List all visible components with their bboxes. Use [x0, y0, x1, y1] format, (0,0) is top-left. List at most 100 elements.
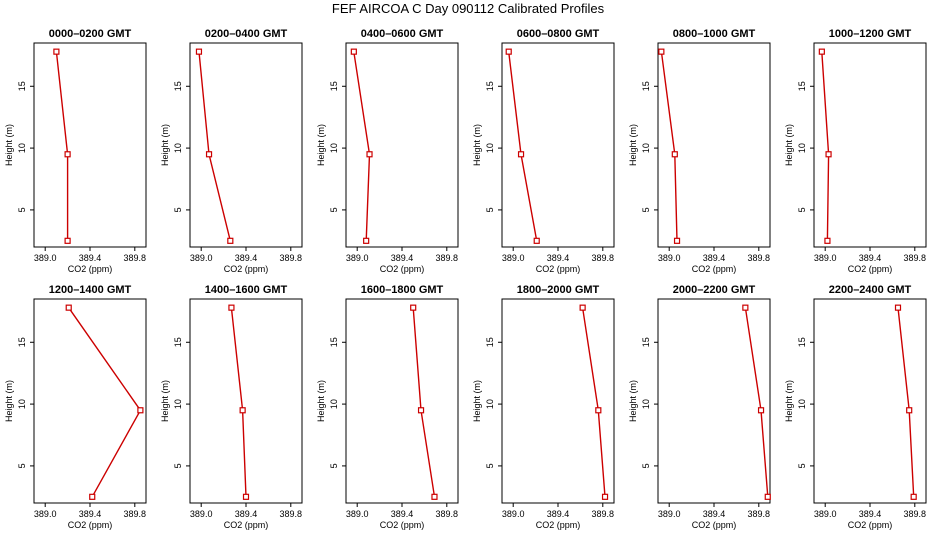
y-tick-label: 15 [173, 337, 183, 347]
data-point [242, 493, 250, 500]
x-tick-label: 389.8 [436, 509, 459, 519]
profile-line [55, 51, 69, 241]
x-tick-label: 389.4 [703, 509, 726, 519]
data-point [239, 407, 246, 414]
panel-title: 2200–2400 GMT [829, 284, 912, 296]
data-point [533, 237, 540, 244]
y-tick-label: 15 [17, 81, 27, 91]
y-tick-label: 5 [797, 463, 807, 468]
data-point [671, 151, 678, 158]
panel-title: 1800–2000 GMT [517, 284, 600, 296]
x-tick-label: 389.8 [592, 509, 615, 519]
x-axis-label: CO2 (ppm) [224, 264, 269, 274]
y-axis-label: Height (m) [628, 124, 638, 166]
data-point [89, 493, 96, 500]
y-axis-label: Height (m) [784, 124, 794, 166]
y-tick-label: 10 [485, 399, 495, 409]
profile-line [897, 307, 915, 497]
data-point [894, 304, 902, 311]
y-tick-label: 5 [641, 207, 651, 212]
panel-11: 2000–2200 GMT 389.0 389.4 389.8 5 10 15 CO2 (pp… [628, 284, 771, 530]
profile-line [744, 307, 769, 497]
data-point [658, 48, 665, 55]
y-tick-label: 5 [485, 207, 495, 212]
panel-title: 2000–2200 GMT [673, 284, 756, 296]
x-axis-label: CO2 (ppm) [692, 520, 737, 530]
x-tick-label: 389.8 [592, 253, 615, 263]
data-point [601, 493, 609, 500]
plot-frame [657, 298, 771, 504]
panel-title: 0400–0600 GMT [361, 28, 444, 40]
x-tick-label: 389.4 [859, 253, 882, 263]
data-point [64, 237, 71, 244]
x-tick-label: 389.0 [34, 509, 57, 519]
data-point [505, 48, 512, 55]
panel-title: 0200–0400 GMT [205, 28, 288, 40]
panel-4: 0600–0800 GMT 389.0 389.4 389.8 5 10 15 CO2 (pp… [472, 28, 615, 274]
x-tick-label: 389.0 [502, 253, 525, 263]
x-tick-label: 389.4 [547, 509, 570, 519]
x-axis-label: CO2 (ppm) [380, 264, 425, 274]
x-tick-label: 389.0 [658, 509, 681, 519]
data-point [53, 48, 60, 55]
y-axis-label: Height (m) [4, 380, 14, 422]
y-axis-label: Height (m) [160, 380, 170, 422]
x-axis-label: CO2 (ppm) [536, 520, 581, 530]
y-axis-label: Height (m) [316, 380, 326, 422]
y-tick-label: 5 [641, 463, 651, 468]
y-tick-label: 15 [641, 337, 651, 347]
profile-line [821, 51, 830, 241]
x-tick-label: 389.8 [280, 509, 303, 519]
x-axis-label: CO2 (ppm) [68, 264, 113, 274]
x-tick-label: 389.4 [79, 509, 102, 519]
y-tick-label: 5 [329, 207, 339, 212]
data-point [366, 151, 373, 158]
y-tick-label: 5 [17, 207, 27, 212]
y-tick-label: 15 [329, 337, 339, 347]
profile-line [198, 51, 231, 241]
panel-title: 0800–1000 GMT [673, 28, 756, 40]
y-tick-label: 10 [173, 143, 183, 153]
panel-title: 0000–0200 GMT [49, 28, 132, 40]
x-axis-label: CO2 (ppm) [692, 264, 737, 274]
data-point [906, 407, 913, 414]
y-tick-label: 15 [797, 81, 807, 91]
data-point [410, 304, 417, 311]
y-axis-label: Height (m) [472, 380, 482, 422]
y-axis-label: Height (m) [316, 124, 326, 166]
panel-10: 1800–2000 GMT 389.0 389.4 389.8 5 10 15 CO2 (pp… [472, 284, 615, 530]
y-tick-label: 10 [797, 399, 807, 409]
y-tick-label: 10 [797, 143, 807, 153]
data-point [205, 151, 213, 158]
panel-title: 1400–1600 GMT [205, 284, 288, 296]
profile-line [230, 307, 247, 497]
x-tick-label: 389.4 [79, 253, 102, 263]
panel-6: 1000–1200 GMT 389.0 389.4 389.8 5 10 15 CO2 (pp… [784, 28, 927, 274]
x-tick-label: 389.8 [748, 509, 771, 519]
x-tick-label: 389.0 [34, 253, 57, 263]
data-point [517, 151, 525, 158]
panel-5: 0800–1000 GMT 389.0 389.4 389.8 5 10 15 CO2 (pp… [628, 28, 771, 274]
y-tick-label: 5 [797, 207, 807, 212]
y-tick-label: 5 [329, 463, 339, 468]
data-point [227, 237, 234, 244]
profile-line [353, 51, 371, 241]
plot-frame [33, 298, 147, 504]
data-point [350, 48, 357, 55]
plot-frame [345, 42, 459, 248]
plot-frame [501, 42, 615, 248]
panel-8: 1400–1600 GMT 389.0 389.4 389.8 5 10 15 CO2 (pp… [160, 284, 303, 530]
y-tick-label: 5 [17, 463, 27, 468]
y-tick-label: 10 [329, 143, 339, 153]
plot-frame [33, 42, 147, 248]
plot-frame [189, 298, 303, 504]
data-point [228, 304, 235, 311]
data-point [595, 407, 602, 414]
figure-title: FEF AIRCOA C Day 090112 Calibrated Profi… [332, 1, 605, 16]
y-tick-label: 10 [485, 143, 495, 153]
plot-frame [657, 42, 771, 248]
x-tick-label: 389.4 [235, 253, 258, 263]
x-axis-label: CO2 (ppm) [68, 520, 113, 530]
x-tick-label: 389.0 [814, 253, 837, 263]
